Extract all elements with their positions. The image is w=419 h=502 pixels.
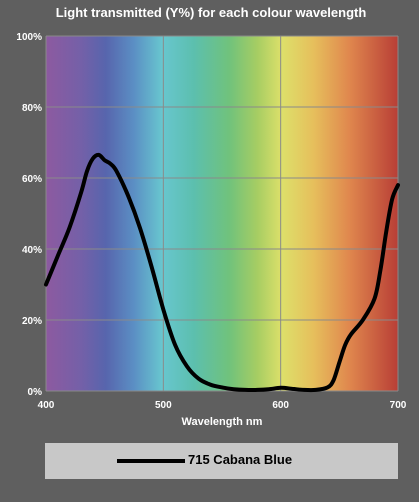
- chart-title: Light transmitted (Y%) for each colour w…: [56, 5, 367, 20]
- y-tick-label: 60%: [22, 174, 42, 185]
- y-tick-label: 0%: [28, 387, 43, 398]
- x-tick-label: 700: [390, 400, 407, 411]
- series-line: [44, 152, 400, 393]
- grid: [45, 35, 399, 392]
- x-tick-label: 600: [272, 400, 289, 411]
- y-tick-label: 40%: [22, 245, 42, 256]
- axes: 0% 20% 40% 60% 80% 100% 400 500 600 700: [16, 32, 406, 411]
- x-tick-label: 500: [155, 400, 172, 411]
- y-tick-label: 100%: [16, 32, 42, 43]
- y-tick-label: 80%: [22, 103, 42, 114]
- series-layer: [44, 152, 400, 393]
- legend-swatch: [117, 459, 185, 463]
- x-axis-label: Wavelength nm: [182, 416, 263, 428]
- legend: 715 Cabana Blue: [45, 443, 398, 479]
- x-tick-label: 400: [38, 400, 55, 411]
- y-tick-label: 20%: [22, 316, 42, 327]
- spectrum-background: [46, 36, 398, 391]
- legend-label: 715 Cabana Blue: [188, 452, 293, 467]
